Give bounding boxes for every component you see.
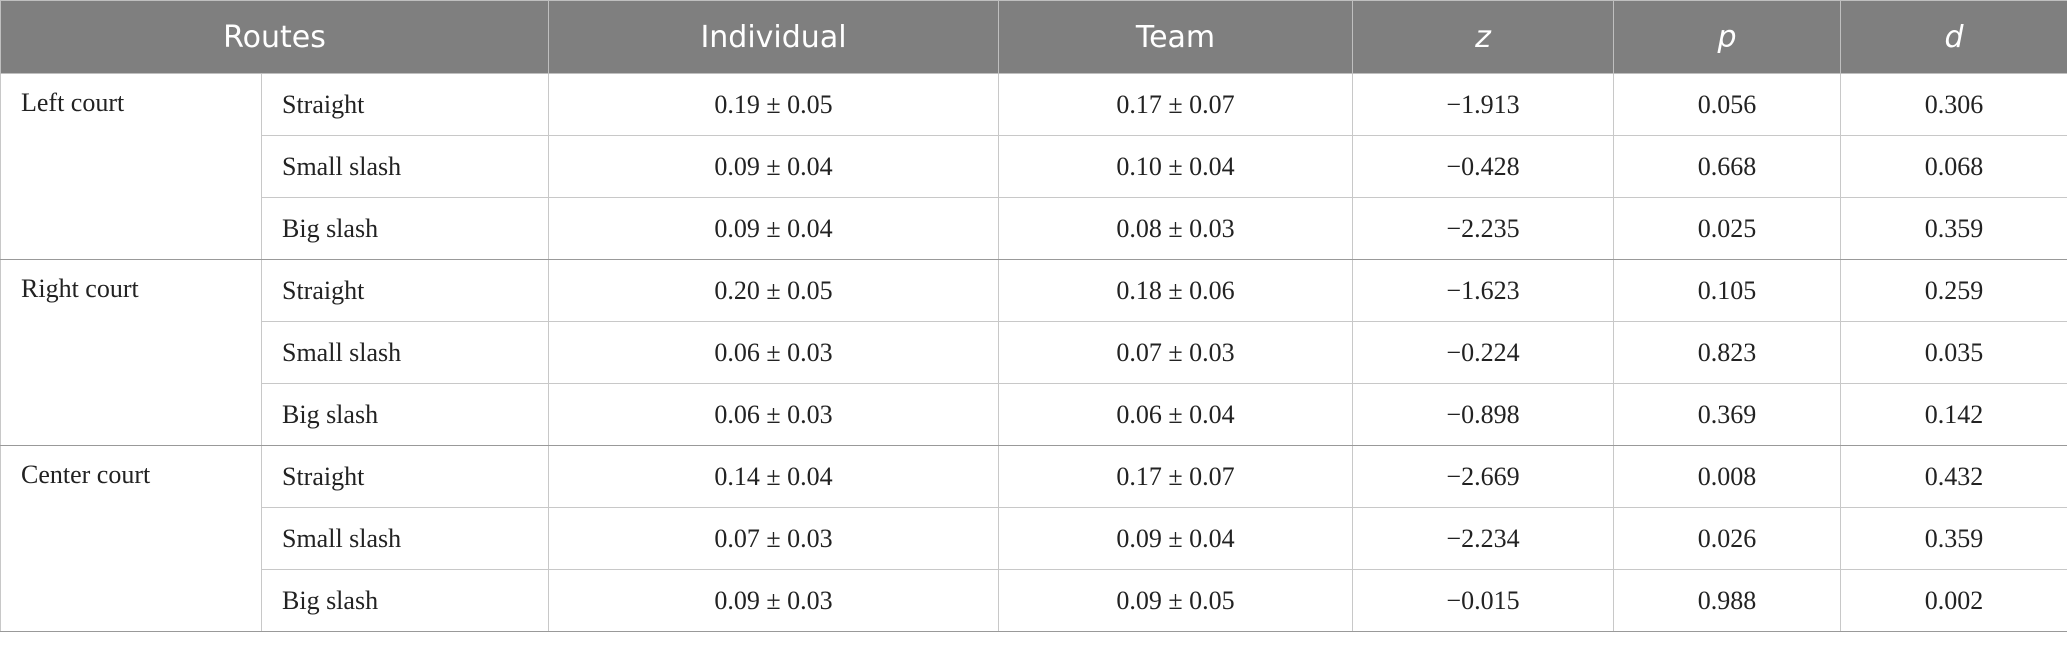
value-cell: 0.026 — [1613, 507, 1841, 570]
value-cell: 0.09 ± 0.04 — [998, 507, 1353, 570]
value-cell: 0.06 ± 0.04 — [998, 383, 1353, 446]
value-cell: 0.06 ± 0.03 — [548, 321, 999, 384]
value-cell: 0.259 — [1840, 259, 2067, 322]
header-cell: p — [1613, 0, 1841, 74]
value-cell: −2.234 — [1352, 507, 1614, 570]
value-cell: 0.105 — [1613, 259, 1841, 322]
value-cell: 0.823 — [1613, 321, 1841, 384]
value-cell: 0.359 — [1840, 197, 2067, 260]
route-cell: Straight — [261, 445, 549, 508]
value-cell: 0.09 ± 0.04 — [548, 197, 999, 260]
value-cell: 0.056 — [1613, 73, 1841, 136]
value-cell: −0.015 — [1352, 569, 1614, 632]
value-cell: −0.428 — [1352, 135, 1614, 198]
table-row: Small slash 0.06 ± 0.03 0.07 ± 0.03 −0.224 0… — [1, 321, 2067, 384]
value-cell: 0.068 — [1840, 135, 2067, 198]
table-row: Small slash 0.07 ± 0.03 0.09 ± 0.04 −2.234 0… — [1, 507, 2067, 570]
value-cell: −1.913 — [1352, 73, 1614, 136]
header-cell: z — [1352, 0, 1614, 74]
value-cell: 0.07 ± 0.03 — [998, 321, 1353, 384]
route-cell: Small slash — [261, 507, 549, 570]
route-cell: Small slash — [261, 135, 549, 198]
value-cell: 0.359 — [1840, 507, 2067, 570]
route-cell: Straight — [261, 259, 549, 322]
table-row: Big slash 0.06 ± 0.03 0.06 ± 0.04 −0.898 0.3… — [1, 383, 2067, 446]
value-cell: 0.09 ± 0.03 — [548, 569, 999, 632]
value-cell: 0.142 — [1840, 383, 2067, 446]
value-cell: 0.18 ± 0.06 — [998, 259, 1353, 322]
value-cell: 0.025 — [1613, 197, 1841, 260]
route-cell: Big slash — [261, 197, 549, 260]
value-cell: 0.09 ± 0.04 — [548, 135, 999, 198]
header-cell: d — [1840, 0, 2067, 74]
value-cell: 0.19 ± 0.05 — [548, 73, 999, 136]
value-cell: −2.669 — [1352, 445, 1614, 508]
value-cell: 0.17 ± 0.07 — [998, 445, 1353, 508]
value-cell: 0.20 ± 0.05 — [548, 259, 999, 322]
header-cell: Team — [998, 0, 1353, 74]
value-cell: 0.369 — [1613, 383, 1841, 446]
table-row: Big slash 0.09 ± 0.03 0.09 ± 0.05 −0.015 0.9… — [1, 569, 2067, 632]
route-cell: Straight — [261, 73, 549, 136]
value-cell: 0.09 ± 0.05 — [998, 569, 1353, 632]
table-row: Center court Straight 0.14 ± 0.04 0.17 ± 0.… — [0, 445, 2067, 632]
group-label: Center court — [0, 445, 262, 632]
group-label: Right court — [0, 259, 262, 446]
value-cell: 0.008 — [1613, 445, 1841, 508]
header-cell: Routes — [0, 0, 549, 74]
table-row: Small slash 0.09 ± 0.04 0.10 ± 0.04 −0.428 0… — [1, 135, 2067, 198]
group-label: Left court — [0, 73, 262, 260]
value-cell: 0.14 ± 0.04 — [548, 445, 999, 508]
value-cell: 0.07 ± 0.03 — [548, 507, 999, 570]
table-row: Right court Straight 0.20 ± 0.05 0.18 ± 0.0… — [0, 259, 2067, 446]
value-cell: −0.224 — [1352, 321, 1614, 384]
value-cell: −1.623 — [1352, 259, 1614, 322]
route-cell: Big slash — [261, 383, 549, 446]
header-row: Routes Individual Team z p d — [0, 0, 2067, 74]
value-cell: 0.002 — [1840, 569, 2067, 632]
value-cell: 0.306 — [1840, 73, 2067, 136]
route-cell: Small slash — [261, 321, 549, 384]
data-table: Routes Individual Team z p d Left court Straig… — [0, 0, 2067, 632]
value-cell: 0.988 — [1613, 569, 1841, 632]
value-cell: 0.08 ± 0.03 — [998, 197, 1353, 260]
value-cell: 0.035 — [1840, 321, 2067, 384]
table-row: Big slash 0.09 ± 0.04 0.08 ± 0.03 −2.235 0.0… — [1, 197, 2067, 260]
value-cell: 0.668 — [1613, 135, 1841, 198]
value-cell: −2.235 — [1352, 197, 1614, 260]
value-cell: −0.898 — [1352, 383, 1614, 446]
value-cell: 0.17 ± 0.07 — [998, 73, 1353, 136]
value-cell: 0.10 ± 0.04 — [998, 135, 1353, 198]
route-cell: Big slash — [261, 569, 549, 632]
table-row: Left court Straight 0.19 ± 0.05 0.17 ± 0.07… — [0, 73, 2067, 260]
value-cell: 0.432 — [1840, 445, 2067, 508]
value-cell: 0.06 ± 0.03 — [548, 383, 999, 446]
header-cell: Individual — [548, 0, 999, 74]
